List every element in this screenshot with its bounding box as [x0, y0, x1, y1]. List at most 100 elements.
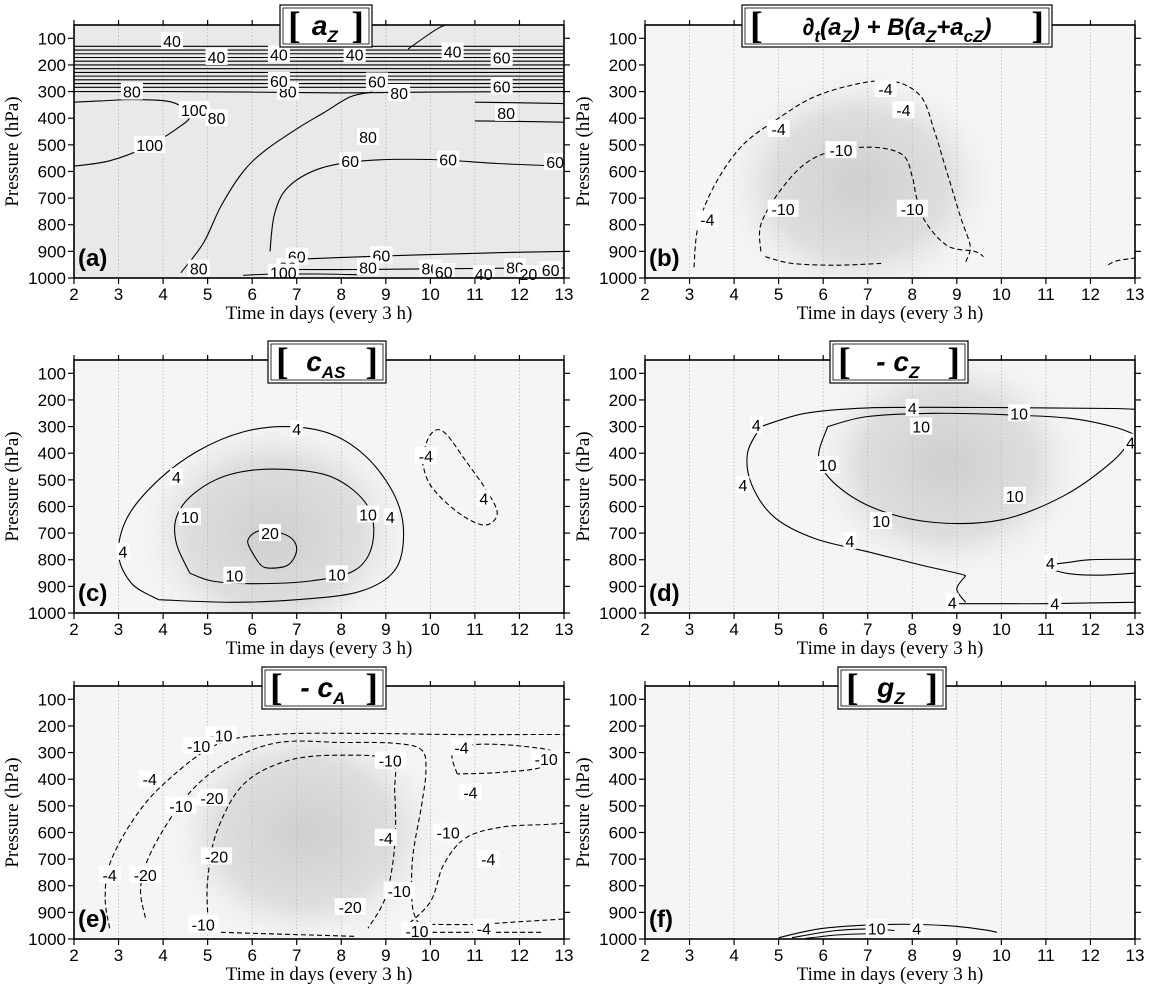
svg-text:]: ] [351, 5, 364, 47]
svg-text:40: 40 [163, 34, 181, 51]
y-tick-label: 300 [609, 418, 637, 437]
x-tick-label: 8 [908, 285, 917, 304]
x-tick-label: 8 [337, 946, 346, 965]
panel-d: 4 4 4 4 10 10 10 10 10 4 4 4 4 100 200 300 400 500 600 700 8… [573, 340, 1145, 659]
svg-text:-4: -4 [878, 82, 892, 99]
svg-text:60: 60 [270, 74, 288, 91]
svg-text:-4: -4 [379, 831, 393, 848]
x-tick-label: 5 [774, 946, 783, 965]
svg-text:40: 40 [270, 47, 288, 64]
contour-label: -4 [696, 210, 719, 229]
contour-label: 10 [223, 566, 246, 586]
svg-text:4: 4 [119, 545, 128, 562]
x-tick-label: 5 [774, 285, 783, 304]
contour-line [74, 91, 564, 94]
svg-text:-10: -10 [379, 754, 402, 771]
y-tick-label: 500 [609, 136, 637, 155]
y-tick-label: 300 [609, 744, 637, 763]
contour-label: 80 [495, 103, 518, 123]
x-tick-label: 6 [247, 285, 256, 304]
y-tick-label: 600 [38, 823, 66, 842]
contour-label: -10 [383, 882, 415, 901]
svg-text:10: 10 [819, 458, 837, 475]
panel-label: (e) [78, 906, 107, 933]
contour-label: 80 [357, 258, 379, 277]
panel-title: [] cAS [267, 340, 387, 384]
svg-text:-4: -4 [454, 740, 468, 757]
x-tick-label: 13 [1126, 620, 1145, 639]
x-tick-label: 2 [640, 946, 649, 965]
contour-line [403, 822, 564, 929]
y-tick-label: 300 [38, 744, 66, 763]
svg-text:60: 60 [493, 79, 511, 96]
contour-label: 80 [388, 83, 411, 103]
svg-text:-10: -10 [192, 917, 215, 934]
y-tick-label: 500 [609, 797, 637, 816]
contour-label: 10 [178, 508, 201, 527]
contour-label: -4 [767, 119, 790, 139]
contour-label: -4 [450, 738, 473, 757]
contour-label: 10 [357, 505, 379, 524]
svg-text:20: 20 [519, 267, 537, 284]
x-tick-label: 7 [863, 620, 872, 639]
svg-text:∂t(aZ) + B(aZ+acZ): ∂t(aZ) + B(aZ+acZ) [803, 14, 992, 46]
contour-label: 40 [267, 45, 290, 64]
panel-title: [] - cA [261, 666, 387, 710]
x-axis-label: Time in days (every 3 h) [226, 303, 413, 324]
contour-label: -10 [401, 922, 433, 941]
y-tick-label: 400 [609, 770, 637, 789]
y-tick-label: 500 [38, 797, 66, 816]
x-tick-label: 8 [908, 946, 917, 965]
contour-line [117, 425, 405, 603]
x-tick-label: 7 [863, 285, 872, 304]
svg-text:-10: -10 [388, 884, 411, 901]
contour-line [180, 91, 373, 274]
svg-text:60: 60 [368, 74, 386, 91]
x-tick-label: 3 [685, 946, 694, 965]
contour-label: 10 [870, 512, 893, 531]
y-tick-label: 200 [609, 391, 637, 410]
svg-text:10: 10 [912, 420, 930, 437]
svg-text:10: 10 [181, 510, 199, 527]
svg-text:4: 4 [948, 595, 957, 612]
svg-text:100: 100 [136, 138, 163, 155]
y-tick-label: 500 [38, 136, 66, 155]
x-tick-label: 13 [1126, 285, 1145, 304]
svg-text:-10: -10 [209, 728, 232, 745]
svg-text:60: 60 [439, 152, 457, 169]
contour-label: 4 [383, 508, 397, 527]
field-shading [711, 63, 1006, 278]
panel-title: [] aZ [279, 4, 373, 48]
y-tick-label: 600 [609, 497, 637, 516]
x-tick-label: 6 [818, 946, 827, 965]
x-tick-label: 11 [466, 285, 484, 304]
panel-title: [] ∂t(aZ) + B(aZ+acZ) [741, 4, 1053, 48]
x-tick-label: 8 [908, 620, 917, 639]
y-tick-label: 400 [38, 109, 66, 128]
svg-text:80: 80 [359, 130, 377, 147]
svg-text:80: 80 [390, 86, 408, 103]
x-tick-label: 6 [818, 285, 827, 304]
contour-label: 4 [905, 398, 919, 418]
y-axis-label: Pressure (hPa) [573, 431, 594, 541]
y-tick-label: 200 [38, 717, 66, 736]
contour-label: -4 [374, 828, 397, 848]
x-tick-label: 3 [114, 620, 123, 639]
y-tick-label: 1000 [28, 930, 66, 949]
x-tick-label: 11 [466, 946, 484, 965]
svg-text:4: 4 [1046, 556, 1055, 573]
x-tick-label: 5 [774, 620, 783, 639]
y-axis-label: Pressure (hPa) [573, 96, 594, 206]
y-tick-label: 100 [38, 690, 66, 709]
contour-label: 4 [945, 593, 959, 612]
svg-text:]: ] [365, 341, 378, 383]
y-tick-label: 800 [38, 216, 66, 235]
x-tick-label: 13 [555, 285, 574, 304]
contour-label: -20 [201, 847, 233, 866]
x-tick-label: 3 [114, 285, 123, 304]
contour-label: -20 [196, 788, 228, 808]
x-tick-label: 8 [337, 620, 346, 639]
contour-label: -20 [334, 898, 366, 917]
